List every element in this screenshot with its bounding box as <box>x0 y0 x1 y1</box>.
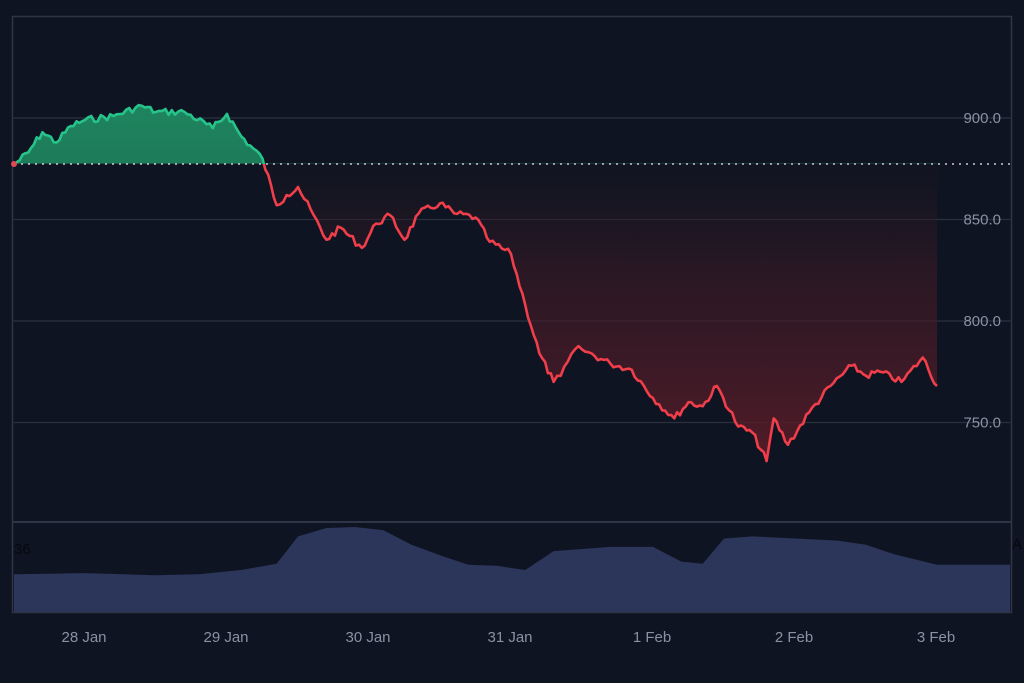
price-axis: 900.0 850.0 800.0 750.0 <box>963 110 1001 432</box>
price-tick-label: 850.0 <box>963 212 1001 229</box>
chart-frame <box>11 15 1013 614</box>
time-label-28-jan: 28 Jan <box>61 629 107 646</box>
volume-axis-label: A <box>1012 536 1023 553</box>
start-marker <box>11 161 17 167</box>
area-fills <box>14 105 937 462</box>
time-label-30-jan: 30 Jan <box>345 629 391 646</box>
time-label-31-jan: 31 Jan <box>487 629 533 646</box>
price-tick-label: 750.0 <box>963 415 1001 432</box>
volume-value-label: 36 <box>14 541 31 558</box>
time-label-2-feb: 2 Feb <box>774 629 814 646</box>
price-tick-label: 900.0 <box>963 110 1001 127</box>
price-tick-label: 800.0 <box>963 313 1001 330</box>
time-label-29-jan: 29 Jan <box>203 629 249 646</box>
price-line <box>13 103 938 463</box>
time-label-3-feb: 3 Feb <box>916 629 956 646</box>
volume-area <box>14 527 1010 612</box>
time-label-1-feb: 1 Feb <box>632 629 672 646</box>
